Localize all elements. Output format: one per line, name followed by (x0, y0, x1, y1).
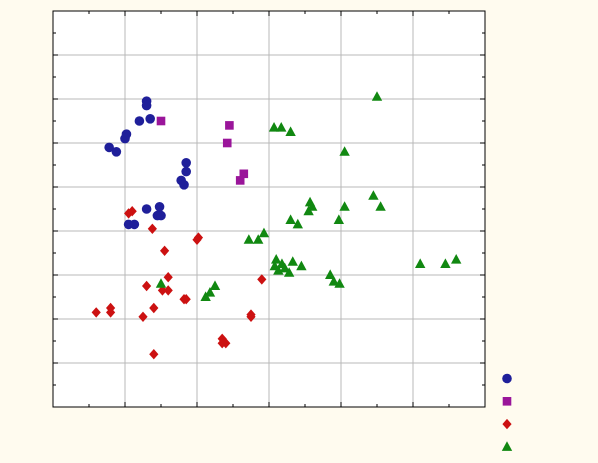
data-point-series-4 (155, 278, 167, 288)
data-point-series-2 (222, 138, 232, 148)
data-point-series-3 (217, 338, 227, 349)
legend-marker-series-2 (502, 397, 512, 406)
data-point-series-1 (141, 204, 152, 214)
data-point-series-4 (276, 122, 287, 132)
data-point-series-4 (271, 254, 282, 264)
data-point-series-2 (156, 116, 166, 126)
data-point-series-2 (235, 176, 245, 185)
data-point-series-4 (292, 218, 303, 229)
data-point-series-4 (368, 190, 379, 200)
data-point-series-4 (200, 291, 211, 301)
data-point-series-1 (134, 116, 145, 126)
legend (501, 373, 513, 451)
data-point-series-3 (149, 302, 159, 314)
data-point-series-1 (156, 210, 166, 221)
data-point-series-1 (181, 166, 191, 177)
data-point-series-3 (163, 272, 173, 283)
data-point-series-4 (296, 260, 307, 271)
data-point-series-1 (129, 219, 140, 230)
data-point-series-4 (209, 280, 221, 290)
data-point-series-3 (160, 245, 170, 256)
data-point-series-4 (204, 287, 216, 297)
data-point-series-3 (181, 294, 191, 305)
data-point-series-1 (104, 142, 114, 153)
data-point-series-4 (253, 234, 264, 244)
data-point-series-3 (157, 285, 168, 296)
data-point-series-3 (149, 349, 159, 360)
data-point-series-1 (145, 114, 155, 124)
legend-marker-series-4 (501, 441, 513, 451)
data-point-series-3 (106, 307, 116, 318)
data-point-series-1 (120, 133, 130, 144)
data-point-series-4 (279, 262, 291, 273)
data-point-series-3 (124, 208, 134, 219)
data-point-series-3 (163, 285, 173, 296)
data-point-series-4 (339, 146, 350, 156)
data-point-series-4 (333, 214, 345, 224)
data-point-series-4 (287, 256, 298, 266)
data-point-series-1 (179, 180, 189, 190)
data-point-series-3 (91, 307, 101, 318)
data-point-series-4 (334, 278, 345, 288)
data-point-series-4 (415, 258, 426, 268)
legend-marker-series-3 (502, 418, 512, 430)
data-point-series-3 (257, 274, 267, 285)
data-point-series-2 (225, 121, 234, 130)
data-point-series-1 (181, 158, 191, 168)
plot-frame (52, 10, 486, 408)
data-point-series-4 (285, 214, 296, 224)
data-point-series-1 (111, 147, 122, 157)
data-point-series-4 (303, 205, 314, 216)
data-point-series-4 (375, 201, 386, 211)
data-points (91, 91, 462, 360)
data-point-series-4 (451, 254, 462, 264)
data-point-series-4 (339, 201, 350, 211)
data-point-series-4 (285, 126, 296, 136)
legend-marker-series-1 (502, 373, 512, 384)
data-point-series-1 (141, 100, 152, 111)
data-point-series-4 (371, 91, 383, 101)
grid-lines (53, 11, 485, 407)
data-point-series-4 (258, 227, 270, 238)
data-point-series-4 (283, 267, 295, 277)
data-point-series-1 (154, 202, 165, 212)
data-point-series-3 (192, 234, 202, 245)
data-point-series-2 (239, 169, 249, 179)
data-point-series-3 (246, 311, 256, 322)
data-point-series-4 (440, 258, 451, 268)
data-point-series-4 (273, 265, 284, 275)
data-point-series-4 (328, 276, 339, 286)
data-point-series-3 (142, 280, 152, 292)
data-point-series-4 (268, 122, 280, 132)
data-point-series-4 (325, 269, 336, 279)
data-point-series-4 (243, 234, 255, 244)
data-point-series-3 (138, 311, 148, 322)
data-point-series-3 (147, 223, 157, 234)
